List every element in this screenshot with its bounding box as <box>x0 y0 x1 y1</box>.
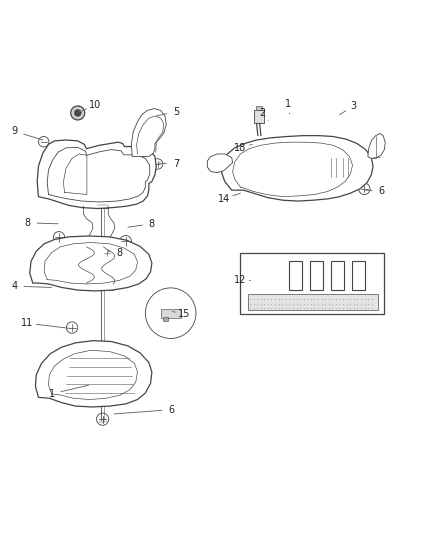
Text: 1: 1 <box>48 389 54 399</box>
Ellipse shape <box>288 160 298 174</box>
Text: 6: 6 <box>378 187 384 197</box>
Bar <box>50 361 63 370</box>
Text: 8: 8 <box>25 218 31 228</box>
Bar <box>330 261 343 290</box>
Bar <box>254 110 263 124</box>
Circle shape <box>66 322 78 333</box>
Circle shape <box>358 183 369 195</box>
Circle shape <box>39 136 49 147</box>
Text: 5: 5 <box>173 107 179 117</box>
Text: 15: 15 <box>178 310 191 319</box>
Bar <box>289 261 302 290</box>
Bar <box>268 155 333 179</box>
Circle shape <box>53 232 64 243</box>
Text: 6: 6 <box>168 405 174 415</box>
Text: 3: 3 <box>350 101 356 111</box>
Text: 4: 4 <box>11 281 18 291</box>
Text: 9: 9 <box>11 126 18 136</box>
Ellipse shape <box>304 160 313 174</box>
Circle shape <box>71 106 85 120</box>
Polygon shape <box>35 341 152 407</box>
Bar <box>127 361 138 369</box>
Bar <box>310 261 322 290</box>
Bar <box>247 294 377 310</box>
Ellipse shape <box>274 160 284 174</box>
Bar <box>50 374 63 382</box>
Polygon shape <box>221 135 372 201</box>
Text: 14: 14 <box>217 194 230 204</box>
Text: 8: 8 <box>148 219 155 229</box>
Bar <box>107 246 116 254</box>
Circle shape <box>152 159 162 169</box>
Polygon shape <box>207 154 232 173</box>
Bar <box>81 246 90 254</box>
Bar <box>327 155 351 179</box>
Polygon shape <box>131 109 166 157</box>
Ellipse shape <box>261 151 340 183</box>
Circle shape <box>145 288 195 338</box>
Bar <box>162 317 168 321</box>
Polygon shape <box>30 236 152 291</box>
Bar <box>161 309 180 318</box>
Text: 8: 8 <box>116 248 122 259</box>
Bar <box>255 106 261 110</box>
Circle shape <box>74 109 81 116</box>
Polygon shape <box>37 140 156 208</box>
Ellipse shape <box>98 421 107 423</box>
Circle shape <box>120 236 131 247</box>
Bar <box>98 282 113 290</box>
Text: 2: 2 <box>258 108 265 118</box>
Polygon shape <box>367 133 385 158</box>
Text: 11: 11 <box>21 318 33 328</box>
Circle shape <box>102 248 111 257</box>
Text: 18: 18 <box>234 143 246 153</box>
Bar <box>240 253 384 313</box>
Text: 7: 7 <box>173 159 179 169</box>
Bar <box>119 352 130 360</box>
Text: 10: 10 <box>89 100 101 110</box>
Bar <box>76 280 92 289</box>
Text: 12: 12 <box>234 276 246 286</box>
Bar <box>351 261 364 290</box>
Text: 1: 1 <box>285 99 291 109</box>
Circle shape <box>306 144 315 153</box>
Circle shape <box>96 413 109 425</box>
